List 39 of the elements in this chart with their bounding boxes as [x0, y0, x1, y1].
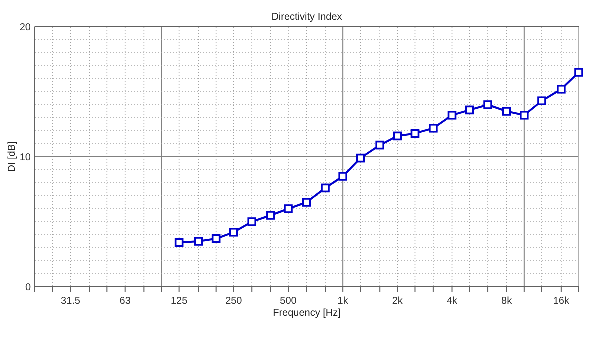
point	[284, 204, 293, 214]
y-tick-label: 20	[20, 22, 32, 34]
point	[465, 106, 474, 115]
x-tick-label: 63	[120, 296, 132, 307]
y-tick-label: 10	[20, 152, 32, 164]
y-axis-title: DI [dB]	[7, 142, 18, 172]
point	[448, 111, 457, 120]
point	[520, 111, 529, 120]
point	[338, 172, 348, 181]
x-tick-label: 31.5	[61, 296, 81, 307]
point	[174, 238, 184, 248]
x-tick-label: 250	[226, 296, 243, 307]
point	[248, 218, 257, 226]
point	[502, 107, 512, 116]
point	[484, 100, 492, 110]
x-tick-label: 16k	[553, 296, 570, 307]
point	[393, 132, 402, 141]
point	[410, 129, 420, 138]
point	[230, 228, 238, 237]
point	[557, 85, 566, 94]
point	[538, 96, 546, 106]
x-tick-label: 1k	[338, 296, 350, 307]
x-axis-title: Frequency [Hz]	[273, 308, 342, 319]
chart-title: Directivity Index	[272, 12, 342, 23]
point	[356, 154, 366, 163]
point	[194, 237, 204, 246]
y-tick-label: 0	[25, 282, 32, 294]
point	[302, 198, 312, 207]
point	[212, 234, 221, 244]
point	[429, 124, 438, 133]
point	[574, 68, 584, 77]
point	[266, 211, 276, 220]
x-tick-label: 125	[170, 296, 188, 307]
point	[376, 140, 384, 150]
x-tick-label: 2k	[392, 296, 404, 307]
x-tick-label: 8k	[502, 296, 514, 307]
x-tick-label: 4k	[446, 296, 459, 307]
x-tick-label: 500	[280, 296, 298, 307]
point	[321, 184, 330, 193]
